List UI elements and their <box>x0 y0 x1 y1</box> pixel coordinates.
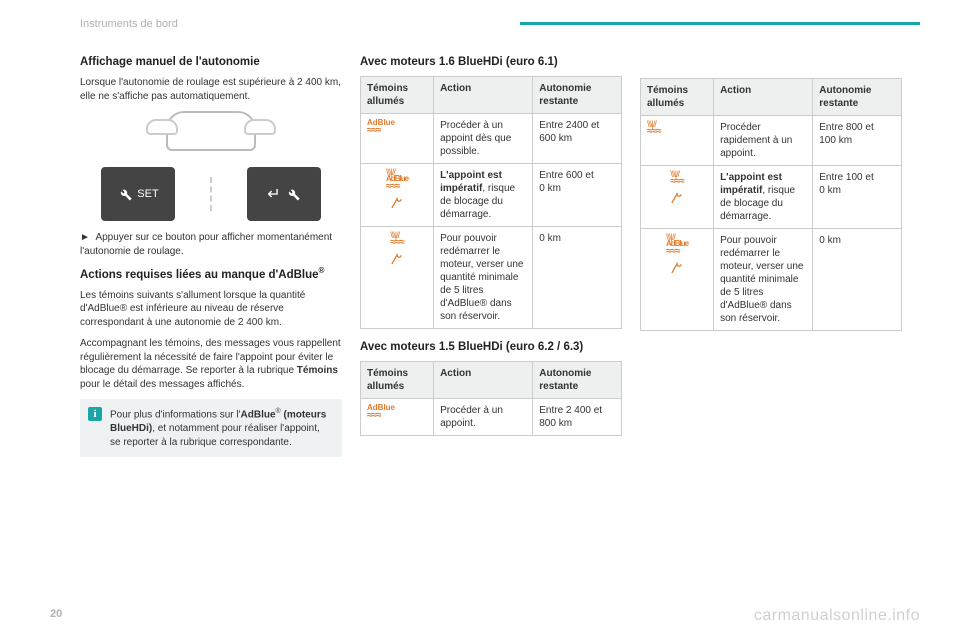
heading-euro62: Avec moteurs 1.5 BlueHDi (euro 6.2 / 6.3… <box>360 341 622 353</box>
indicator-cell: AdBlue≈≈≈ <box>361 399 434 436</box>
info-a: Pour plus d'informations sur l' <box>110 410 241 421</box>
heading-euro61: Avec moteurs 1.6 BlueHDi (euro 6.1) <box>360 56 622 68</box>
th-range: Autonomie restante <box>813 79 902 116</box>
service-wrench-icon <box>386 192 408 215</box>
heading-actions-text: Actions requises liées au manque d'AdBlu… <box>80 269 319 281</box>
indicator-cell: \\\|//≈≈≈ <box>641 116 714 166</box>
table-euro62-cont: Témoins allumés Action Autonomie restant… <box>640 78 902 331</box>
range-cell: 0 km <box>813 229 902 331</box>
heading-actions: Actions requises liées au manque d'AdBlu… <box>80 266 342 281</box>
indicator-cell: \\\|//≈≈≈ <box>361 227 434 329</box>
table-row: \\\|//AdBlue≈≈≈ Pour pouvoir redémarrer … <box>641 229 902 331</box>
table-row: AdBlue≈≈≈ Procéder à un appoint dès que … <box>361 114 622 164</box>
rays-icon: \\\|//AdBlue≈≈≈ <box>666 234 688 256</box>
th-action: Action <box>434 362 533 399</box>
wrench-icon <box>285 186 301 202</box>
service-wrench-icon <box>386 248 408 271</box>
range-cell: Entre 100 et 0 km <box>813 166 902 229</box>
p2b: Témoins <box>297 365 338 376</box>
rays-icon: \\\|//≈≈≈ <box>390 232 403 247</box>
th-action: Action <box>714 79 813 116</box>
rays-icon: \\\|//AdBlue≈≈≈ <box>386 169 408 191</box>
section-label: Instruments de bord <box>80 18 178 30</box>
watermark: carmanualsonline.info <box>754 607 920 625</box>
table-euro61: Témoins allumés Action Autonomie restant… <box>360 76 622 329</box>
table-row: \\\|//≈≈≈ Pour pouvoir redémarrer le mot… <box>361 227 622 329</box>
column-2: Avec moteurs 1.6 BlueHDi (euro 6.1) Témo… <box>360 56 622 457</box>
rays-icon: \\\|//≈≈≈ <box>647 121 660 136</box>
action-cell: L'appoint est impératif, risque de bloca… <box>434 164 533 227</box>
columns: Affichage manuel de l'autonomie Lorsque … <box>80 56 920 457</box>
rays-icon: \\\|//≈≈≈ <box>670 171 683 186</box>
action-cell: Procéder à un appoint dès que possible. <box>434 114 533 164</box>
info-box: i Pour plus d'informations sur l'AdBlue®… <box>80 399 342 457</box>
table-header-row: Témoins allumés Action Autonomie restant… <box>641 79 902 116</box>
p2c: pour le détail des messages affichés. <box>80 379 244 390</box>
column-3: Témoins allumés Action Autonomie restant… <box>640 56 902 457</box>
adblue-icon: AdBlue≈≈≈ <box>367 404 395 420</box>
wrench-icon <box>117 186 133 202</box>
indicator-cell: \\\|//AdBlue≈≈≈ <box>641 229 714 331</box>
table-euro62: Témoins allumés Action Autonomie restant… <box>360 361 622 436</box>
action-cell: Pour pouvoir redémarrer le moteur, verse… <box>714 229 813 331</box>
return-arrow-icon: ↵ <box>267 184 280 204</box>
indicator-cell: \\\|//AdBlue≈≈≈ <box>361 164 434 227</box>
action-cell: Pour pouvoir redémarrer le moteur, verse… <box>434 227 533 329</box>
table-header-row: Témoins allumés Action Autonomie restant… <box>361 77 622 114</box>
table-row: \\\|//≈≈≈ Procéder rapidement à un appoi… <box>641 116 902 166</box>
action-cell: Procéder à un appoint. <box>434 399 533 436</box>
heading-actions-sup: ® <box>319 266 325 275</box>
set-label: SET <box>137 188 158 200</box>
diagram-divider <box>210 177 212 211</box>
service-wrench-icon <box>666 257 688 280</box>
th-action: Action <box>434 77 533 114</box>
page-number: 20 <box>50 608 62 620</box>
back-button-illustration: ↵ <box>247 167 321 221</box>
table-row: AdBlue≈≈≈ Procéder à un appoint. Entre 2… <box>361 399 622 436</box>
adblue-icon: AdBlue≈≈≈ <box>367 119 395 135</box>
table-header-row: Témoins allumés Action Autonomie restant… <box>361 362 622 399</box>
indicator-cell: AdBlue≈≈≈ <box>361 114 434 164</box>
table-row: \\\|//AdBlue≈≈≈ L'appoint est impératif,… <box>361 164 622 227</box>
range-cell: Entre 2400 et 600 km <box>533 114 622 164</box>
action-cell: Procéder rapidement à un appoint. <box>714 116 813 166</box>
action-cell: L'appoint est impératif, risque de bloca… <box>714 166 813 229</box>
th-range: Autonomie restante <box>533 77 622 114</box>
service-wrench-icon <box>666 187 688 210</box>
column-1: Affichage manuel de l'autonomie Lorsque … <box>80 56 342 457</box>
paragraph-actions-1: Les témoins suivants s'allument lorsque … <box>80 289 342 330</box>
th-indicators: Témoins allumés <box>361 77 434 114</box>
th-range: Autonomie restante <box>533 362 622 399</box>
info-b: AdBlue <box>241 410 276 421</box>
heading-manual-display: Affichage manuel de l'autonomie <box>80 56 342 68</box>
set-button-illustration: SET <box>101 167 175 221</box>
indicator-cell: \\\|//≈≈≈ <box>641 166 714 229</box>
dashboard-diagram: SET ↵ <box>101 111 321 221</box>
range-cell: Entre 800 et 100 km <box>813 116 902 166</box>
header-accent-bar <box>520 22 920 25</box>
paragraph-manual: Lorsque l'autonomie de roulage est supér… <box>80 76 342 103</box>
range-cell: Entre 2 400 et 800 km <box>533 399 622 436</box>
th-indicators: Témoins allumés <box>361 362 434 399</box>
range-cell: Entre 600 et 0 km <box>533 164 622 227</box>
gauge-icon <box>166 111 256 151</box>
paragraph-button-hint: ► Appuyer sur ce bouton pour afficher mo… <box>80 231 342 258</box>
range-cell: 0 km <box>533 227 622 329</box>
manual-page: Instruments de bord 20 carmanualsonline.… <box>0 0 960 640</box>
paragraph-actions-2: Accompagnant les témoins, des messages v… <box>80 337 342 391</box>
info-icon: i <box>88 407 102 421</box>
th-indicators: Témoins allumés <box>641 79 714 116</box>
table-row: \\\|//≈≈≈ L'appoint est impératif, risqu… <box>641 166 902 229</box>
